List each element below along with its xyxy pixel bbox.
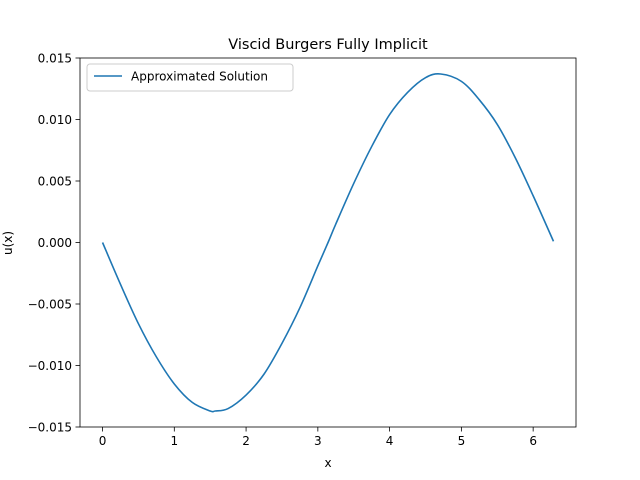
- y-tick-label: 0.005: [38, 174, 72, 188]
- x-tick-label: 0: [99, 434, 107, 448]
- y-tick-label: 0.015: [38, 51, 72, 65]
- legend-label: Approximated Solution: [131, 70, 268, 84]
- x-tick-label: 4: [386, 434, 394, 448]
- series-line-0: [101, 73, 555, 413]
- chart-title: Viscid Burgers Fully Implicit: [228, 37, 428, 53]
- y-tick-label: 0.000: [38, 236, 72, 250]
- y-axis-ticks: −0.015 −0.010 −0.005 0.000 0.005 0.010 0.015: [28, 51, 80, 434]
- x-tick-label: 6: [529, 434, 537, 448]
- y-tick-label: −0.015: [28, 420, 72, 434]
- x-axis-label: x: [324, 456, 331, 470]
- series-layer: [101, 73, 555, 413]
- x-axis-ticks: 0 1 2 3 4 5 6: [99, 427, 537, 448]
- y-tick-label: −0.010: [28, 359, 72, 373]
- y-axis-label: u(x): [1, 231, 15, 255]
- legend: Approximated Solution: [86, 63, 294, 92]
- x-tick-label: 1: [170, 434, 178, 448]
- legend-box: [86, 63, 294, 92]
- x-tick-label: 2: [242, 434, 250, 448]
- y-tick-label: −0.005: [28, 297, 72, 311]
- x-tick-label: 3: [314, 434, 322, 448]
- y-tick-label: 0.010: [38, 113, 72, 127]
- x-tick-label: 5: [458, 434, 466, 448]
